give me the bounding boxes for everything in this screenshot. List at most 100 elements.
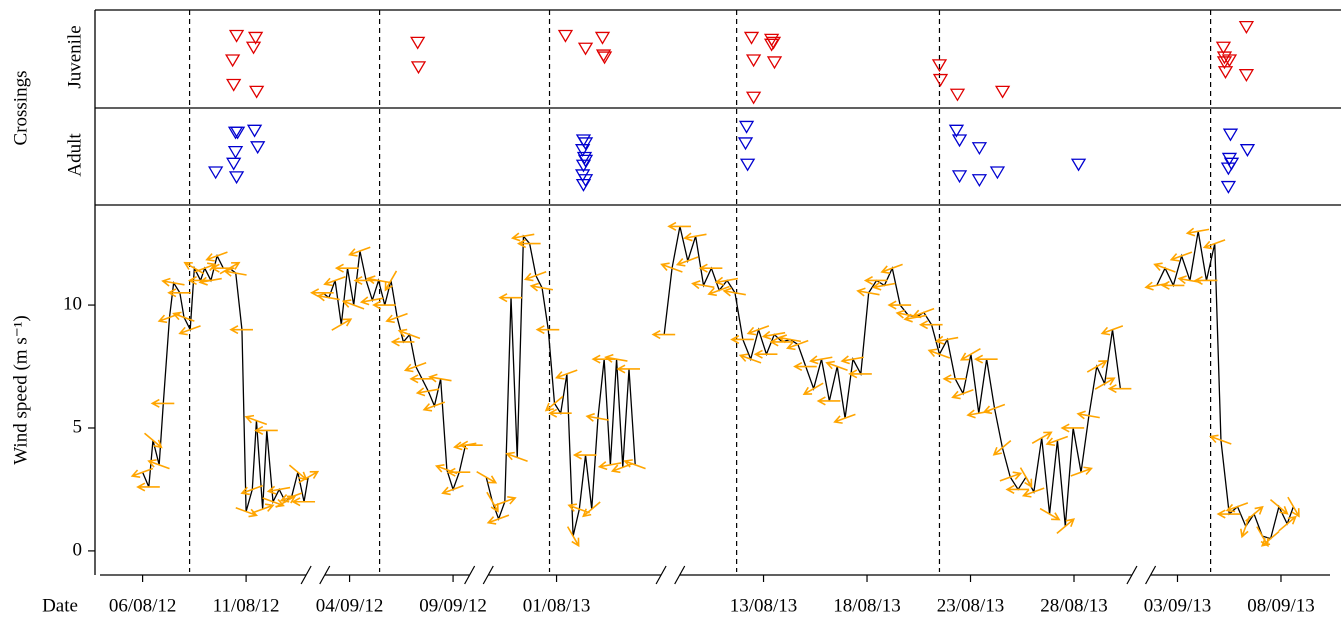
crossing-marker [577, 137, 594, 151]
crossing-marker [228, 29, 245, 43]
y-tick-label: 10 [63, 293, 82, 314]
x-tick-label: 13/08/13 [730, 595, 798, 616]
crossing-marker [994, 85, 1011, 99]
wind-arrow [252, 503, 275, 514]
crossing-marker [575, 178, 592, 192]
wind-arrow [1245, 505, 1264, 522]
wind-arrow [130, 467, 154, 478]
panel-label: Crossings [10, 71, 31, 146]
wind-arrow [675, 256, 699, 267]
crossing-marker [1238, 21, 1255, 34]
wind-arrow [1039, 507, 1061, 521]
crossing-marker [951, 170, 968, 184]
wind-arrow [566, 526, 580, 548]
wind-arrow [1269, 498, 1289, 515]
x-tick-label: 28/08/13 [1040, 595, 1108, 616]
wind-arrow [366, 275, 390, 285]
wind-arrow [254, 425, 278, 435]
crossing-marker [989, 166, 1006, 180]
x-tick-label: 03/09/13 [1144, 595, 1212, 616]
crossing-marker [596, 51, 613, 65]
x-tick-label: 23/08/13 [937, 595, 1005, 616]
wind-arrow [403, 362, 427, 373]
wind-arrow [1019, 467, 1033, 489]
wind-arrow [918, 320, 943, 330]
wind-arrow [1202, 239, 1226, 250]
crossing-marker [226, 78, 242, 92]
wind-arrow [390, 337, 415, 347]
crossing-marker [1215, 41, 1232, 55]
wind-arrow [730, 334, 754, 345]
crossing-marker [247, 31, 264, 45]
wind-arrow [863, 275, 888, 286]
wind-arrow [172, 311, 195, 322]
wind-arrow [183, 261, 205, 275]
crossing-marker [766, 56, 783, 70]
crossing-marker [949, 88, 966, 102]
wind-arrow [353, 275, 378, 286]
crossing-marker [410, 61, 427, 75]
wind-arrow [769, 337, 794, 347]
wind-arrow [1005, 484, 1030, 494]
crossing-marker [1217, 66, 1234, 80]
wind-arrow [223, 267, 247, 277]
wind-arrow [298, 470, 320, 484]
crossing-marker [1070, 158, 1087, 172]
wind-arrow [415, 387, 440, 397]
wind-arrow [1260, 530, 1280, 547]
wind-line [322, 250, 472, 492]
axis-break [300, 565, 312, 585]
wind-arrow [1160, 280, 1185, 290]
wind-arrow [582, 501, 601, 518]
wind-line [663, 226, 1122, 527]
x-tick-label: 11/08/12 [213, 595, 280, 616]
wind-arrow [1070, 466, 1093, 477]
crossing-marker [1238, 69, 1255, 82]
wind-arrow [722, 287, 746, 297]
crossing-marker [1239, 144, 1256, 157]
x-tick-label: 06/08/12 [109, 595, 177, 616]
y-axis-label: Wind speed (m s⁻¹) [10, 315, 31, 465]
wind-arrow [422, 401, 446, 412]
wind-arrow [1169, 251, 1193, 262]
y-tick-label: 5 [73, 416, 83, 437]
wind-arrow [555, 369, 578, 380]
wind-arrow [698, 263, 723, 273]
crossing-marker [577, 174, 594, 188]
crossing-marker [765, 36, 782, 50]
wind-arrow [266, 485, 291, 495]
wind-arrow [372, 300, 396, 310]
wind-arrow [1225, 502, 1249, 513]
wind-arrow [1094, 377, 1116, 390]
wind-arrow [616, 364, 640, 374]
wind-arrow [288, 464, 308, 481]
wind-arrow [548, 408, 572, 418]
wind-arrow [316, 292, 340, 302]
crossing-marker [931, 59, 948, 73]
wind-arrow [1193, 275, 1218, 286]
wind-arrow [323, 275, 346, 287]
wind-arrow [785, 339, 809, 351]
wind-arrow [959, 348, 981, 361]
wind-arrow [348, 246, 371, 257]
row-label: Adult [64, 133, 85, 177]
wind-arrow [942, 374, 967, 384]
wind-arrow [793, 361, 817, 372]
wind-arrow [198, 276, 222, 286]
wind-arrow [136, 482, 160, 492]
wind-arrow [809, 355, 833, 365]
crossing-marker [1222, 128, 1239, 142]
wind-arrow [691, 280, 715, 290]
wind-arrow [667, 221, 691, 231]
crossing-marker [1221, 54, 1238, 68]
wind-arrow [310, 288, 334, 298]
wind-line [1156, 231, 1295, 540]
wind-arrow [161, 277, 185, 287]
crossing-marker [1220, 180, 1237, 194]
crossing-marker [557, 29, 574, 43]
wind-arrow [777, 334, 801, 344]
crossing-marker [228, 171, 245, 185]
wind-arrow [178, 325, 201, 336]
wind-arrow [244, 414, 268, 426]
